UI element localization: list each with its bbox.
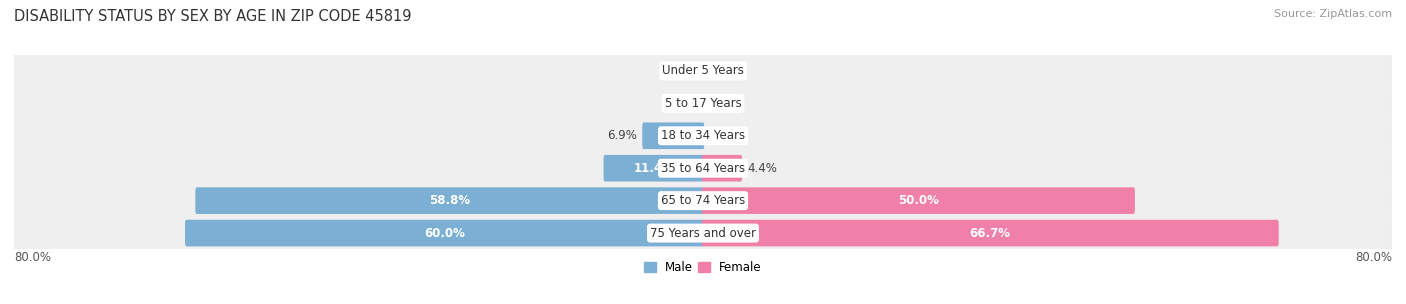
- FancyBboxPatch shape: [14, 79, 1392, 128]
- FancyBboxPatch shape: [14, 143, 1392, 193]
- FancyBboxPatch shape: [14, 177, 1392, 224]
- FancyBboxPatch shape: [14, 209, 1392, 257]
- Text: 11.4%: 11.4%: [634, 162, 675, 175]
- FancyBboxPatch shape: [14, 47, 1392, 95]
- Text: 6.9%: 6.9%: [607, 129, 637, 142]
- Text: Source: ZipAtlas.com: Source: ZipAtlas.com: [1274, 9, 1392, 19]
- Text: 0.0%: 0.0%: [711, 64, 741, 78]
- Legend: Male, Female: Male, Female: [640, 256, 766, 278]
- Text: 0.0%: 0.0%: [711, 97, 741, 110]
- FancyBboxPatch shape: [14, 46, 1392, 95]
- Text: 58.8%: 58.8%: [429, 194, 471, 207]
- Text: 4.4%: 4.4%: [748, 162, 778, 175]
- Text: 50.0%: 50.0%: [898, 194, 939, 207]
- FancyBboxPatch shape: [14, 80, 1392, 127]
- Text: 0.0%: 0.0%: [665, 64, 695, 78]
- FancyBboxPatch shape: [14, 111, 1392, 161]
- Text: 18 to 34 Years: 18 to 34 Years: [661, 129, 745, 142]
- FancyBboxPatch shape: [643, 123, 704, 149]
- FancyBboxPatch shape: [14, 112, 1392, 160]
- FancyBboxPatch shape: [14, 176, 1392, 225]
- FancyBboxPatch shape: [702, 220, 1278, 246]
- Text: 75 Years and over: 75 Years and over: [650, 226, 756, 240]
- Text: 0.0%: 0.0%: [665, 97, 695, 110]
- FancyBboxPatch shape: [14, 144, 1392, 192]
- Text: 5 to 17 Years: 5 to 17 Years: [665, 97, 741, 110]
- FancyBboxPatch shape: [186, 220, 704, 246]
- FancyBboxPatch shape: [702, 155, 742, 181]
- Text: 66.7%: 66.7%: [970, 226, 1011, 240]
- Text: 0.0%: 0.0%: [711, 129, 741, 142]
- FancyBboxPatch shape: [14, 209, 1392, 258]
- Text: DISABILITY STATUS BY SEX BY AGE IN ZIP CODE 45819: DISABILITY STATUS BY SEX BY AGE IN ZIP C…: [14, 9, 412, 24]
- FancyBboxPatch shape: [603, 155, 704, 181]
- Text: 80.0%: 80.0%: [14, 251, 51, 264]
- Text: 60.0%: 60.0%: [425, 226, 465, 240]
- Text: Under 5 Years: Under 5 Years: [662, 64, 744, 78]
- FancyBboxPatch shape: [195, 187, 704, 214]
- Text: 80.0%: 80.0%: [1355, 251, 1392, 264]
- FancyBboxPatch shape: [702, 187, 1135, 214]
- Text: 35 to 64 Years: 35 to 64 Years: [661, 162, 745, 175]
- Text: 65 to 74 Years: 65 to 74 Years: [661, 194, 745, 207]
